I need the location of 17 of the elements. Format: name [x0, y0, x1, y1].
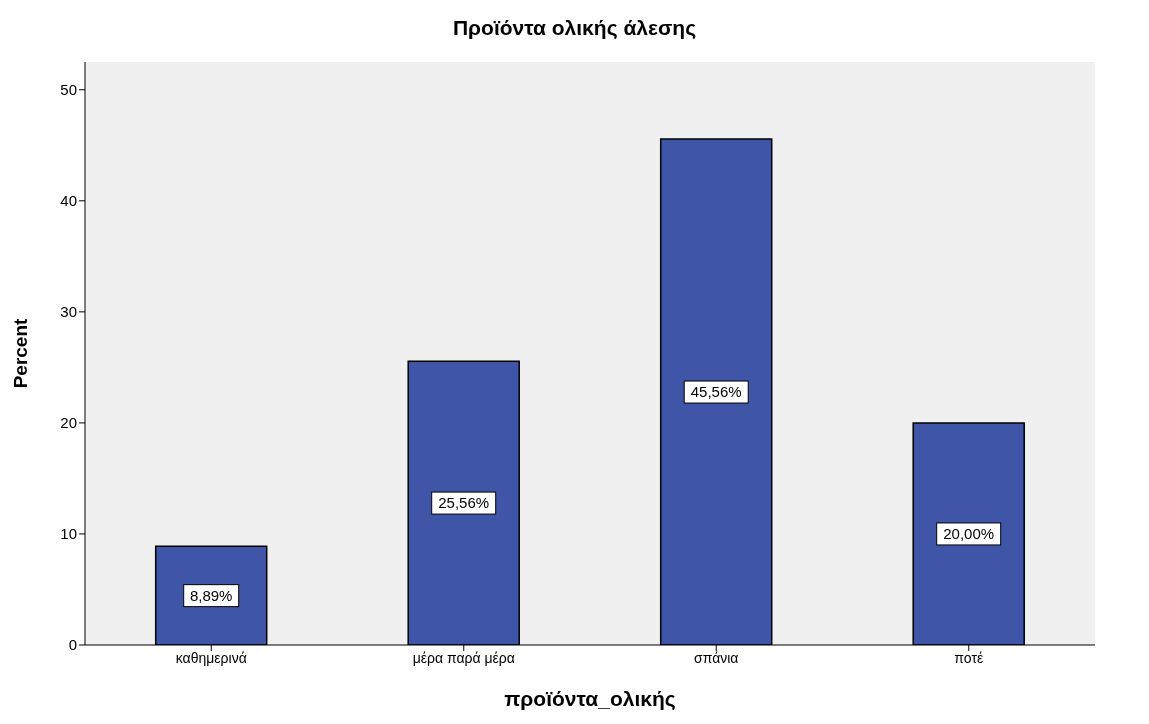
y-tick-label: 40 — [60, 192, 77, 210]
y-tick-label: 30 — [60, 303, 77, 321]
data-label: 8,89% — [189, 586, 233, 604]
x-tick-label: σπάνια — [694, 649, 739, 666]
y-tick-label: 10 — [60, 525, 77, 543]
data-label: 25,56% — [438, 494, 490, 512]
data-label: 20,00% — [943, 524, 995, 542]
y-axis-title: Percent — [9, 317, 31, 389]
x-tick-label: μέρα παρά μέρα — [412, 649, 515, 666]
y-tick-label: 0 — [68, 636, 77, 654]
chart-title: Προϊόντα ολικής άλεσης — [451, 16, 698, 40]
y-tick-label: 20 — [60, 414, 77, 432]
x-tick-label: ποτέ — [954, 649, 984, 666]
x-axis-title: προϊόντα_ολικής — [504, 687, 676, 711]
x-tick-label: καθημερινά — [175, 649, 247, 666]
y-tick-label: 50 — [60, 81, 77, 99]
data-label: 45,56% — [690, 383, 742, 401]
